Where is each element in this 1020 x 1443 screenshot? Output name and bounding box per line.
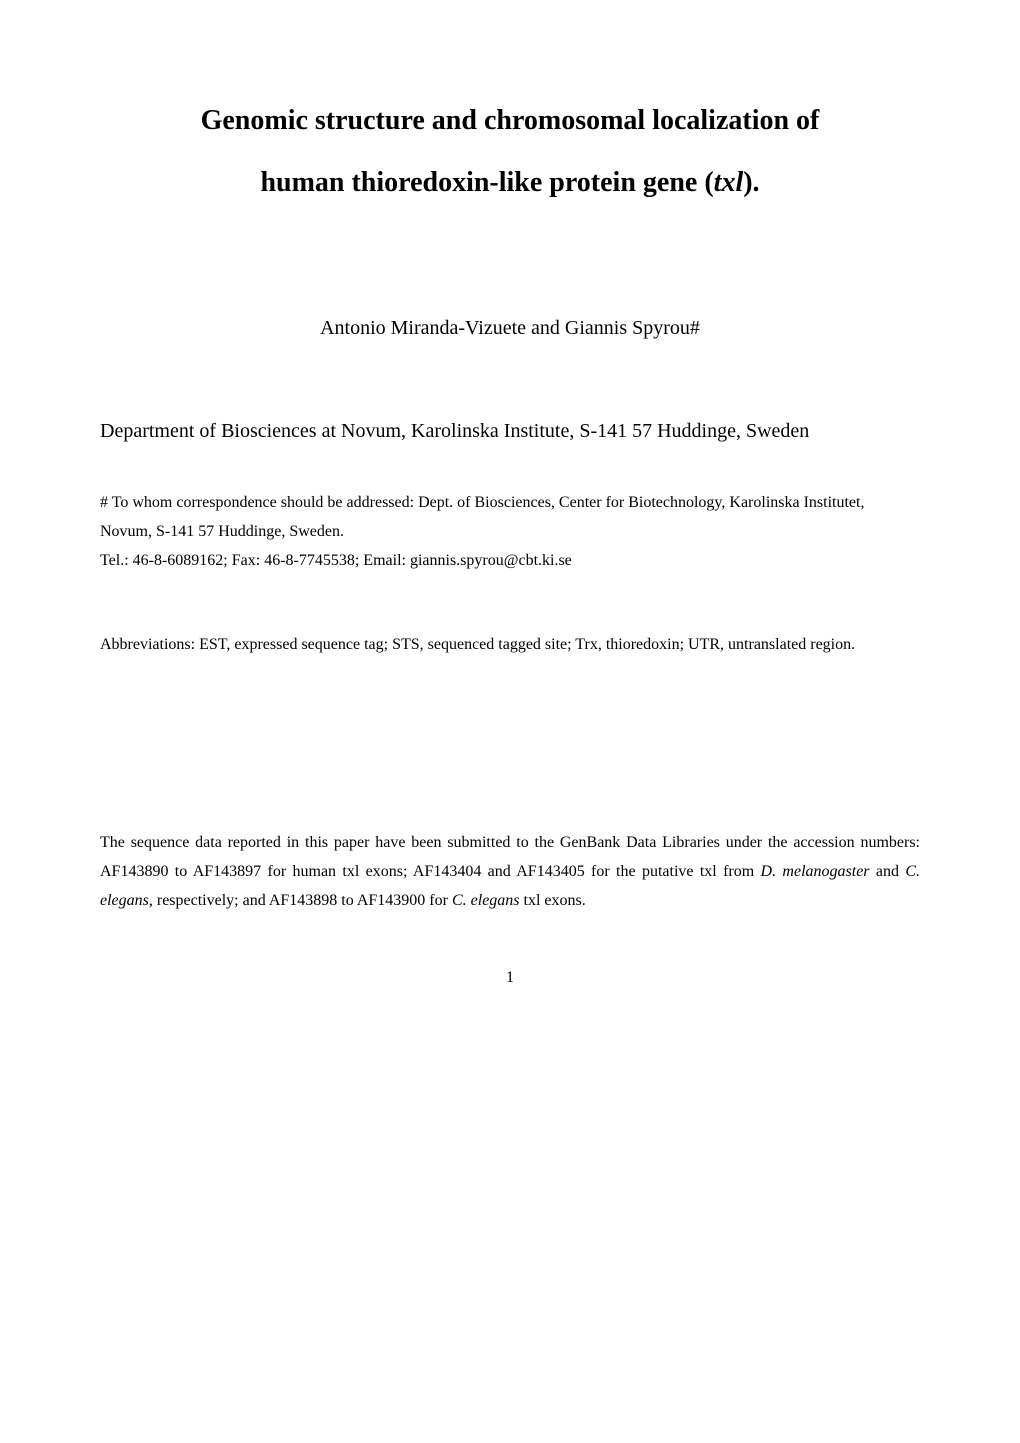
- authors-line: Antonio Miranda-Vizuete and Giannis Spyr…: [100, 313, 920, 343]
- abbreviations: Abbreviations: EST, expressed sequence t…: [100, 631, 920, 660]
- correspondence-contact: Tel.: 46-8-6089162; Fax: 46-8-7745538; E…: [100, 547, 920, 576]
- deposition-statement: The sequence data reported in this paper…: [100, 829, 920, 915]
- title-gene-name: txl: [714, 167, 744, 198]
- title-line1: Genomic structure and chromosomal locali…: [201, 105, 820, 136]
- species-celegans-2: C. elegans: [452, 892, 520, 909]
- deposition-part3: , respectively; and AF143898 to AF143900…: [149, 892, 452, 909]
- title-line2-prefix: human thioredoxin-like protein gene (: [260, 167, 713, 198]
- paper-title: Genomic structure and chromosomal locali…: [100, 90, 920, 213]
- deposition-part2: and: [870, 863, 906, 880]
- species-dmel: D. melanogaster: [761, 863, 870, 880]
- correspondence-address: # To whom correspondence should be addre…: [100, 489, 920, 547]
- page-number: 1: [100, 966, 920, 990]
- title-line2-suffix: ).: [743, 167, 759, 198]
- affiliation: Department of Biosciences at Novum, Karo…: [100, 413, 920, 449]
- correspondence-block: # To whom correspondence should be addre…: [100, 489, 920, 575]
- deposition-part4: txl exons.: [520, 892, 586, 909]
